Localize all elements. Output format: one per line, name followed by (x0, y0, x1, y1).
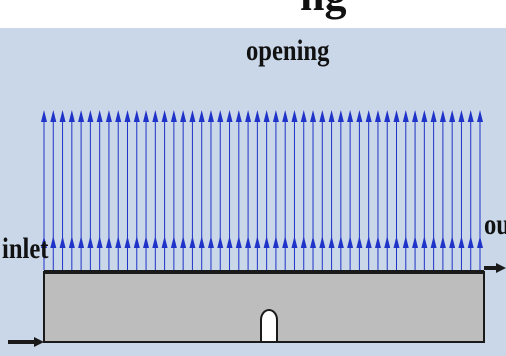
opening-arrow (449, 110, 456, 270)
opening-arrow (347, 110, 354, 270)
opening-arrow (365, 110, 372, 270)
opening-arrow (337, 110, 344, 270)
opening-arrow (439, 110, 446, 270)
arrow-right-icon (34, 337, 44, 347)
opening-arrow (430, 110, 437, 270)
opening-arrow (310, 110, 317, 270)
opening-arrow (356, 110, 363, 270)
opening-arrow (180, 110, 187, 270)
opening-arrow (458, 110, 465, 270)
opening-label: opening (246, 34, 330, 67)
opening-arrow (393, 110, 400, 270)
opening-arrow (328, 110, 335, 270)
opening-arrow (402, 110, 409, 270)
wall-bump (260, 309, 278, 343)
opening-arrow (50, 110, 57, 270)
top-caption-fragment: ng (300, 0, 346, 21)
opening-arrow (78, 110, 85, 270)
opening-arrow (170, 110, 177, 270)
opening-arrow (152, 110, 159, 270)
opening-arrow (412, 110, 419, 270)
opening-arrow (282, 110, 289, 270)
opening-arrow (133, 110, 140, 270)
opening-arrow (41, 110, 47, 270)
opening-arrow (105, 110, 112, 270)
opening-arrow (421, 110, 428, 270)
opening-arrow (235, 110, 242, 270)
opening-arrow (189, 110, 196, 270)
inlet-label: inlet (2, 232, 49, 265)
opening-arrow (217, 110, 224, 270)
opening-arrow (87, 110, 94, 270)
opening-arrow (68, 110, 75, 270)
opening-arrow (207, 110, 214, 270)
outlet-label: outl (484, 208, 506, 241)
opening-arrow (374, 110, 381, 270)
opening-arrow (263, 110, 270, 270)
arrow-right-icon (496, 263, 506, 273)
opening-arrow (124, 110, 131, 270)
opening-arrow (477, 110, 483, 270)
opening-arrow (115, 110, 122, 270)
opening-arrow (226, 110, 233, 270)
opening-arrow (245, 110, 252, 270)
opening-arrow (161, 110, 168, 270)
opening-arrow (291, 110, 298, 270)
opening-arrow (59, 110, 66, 270)
opening-arrow (198, 110, 205, 270)
opening-arrow (96, 110, 103, 270)
opening-arrow (143, 110, 150, 270)
opening-arrow (467, 110, 474, 270)
opening-arrow (319, 110, 326, 270)
opening-arrow (272, 110, 279, 270)
opening-arrows (41, 110, 483, 270)
opening-arrow (384, 110, 391, 270)
opening-arrow (254, 110, 261, 270)
opening-arrow (300, 110, 307, 270)
